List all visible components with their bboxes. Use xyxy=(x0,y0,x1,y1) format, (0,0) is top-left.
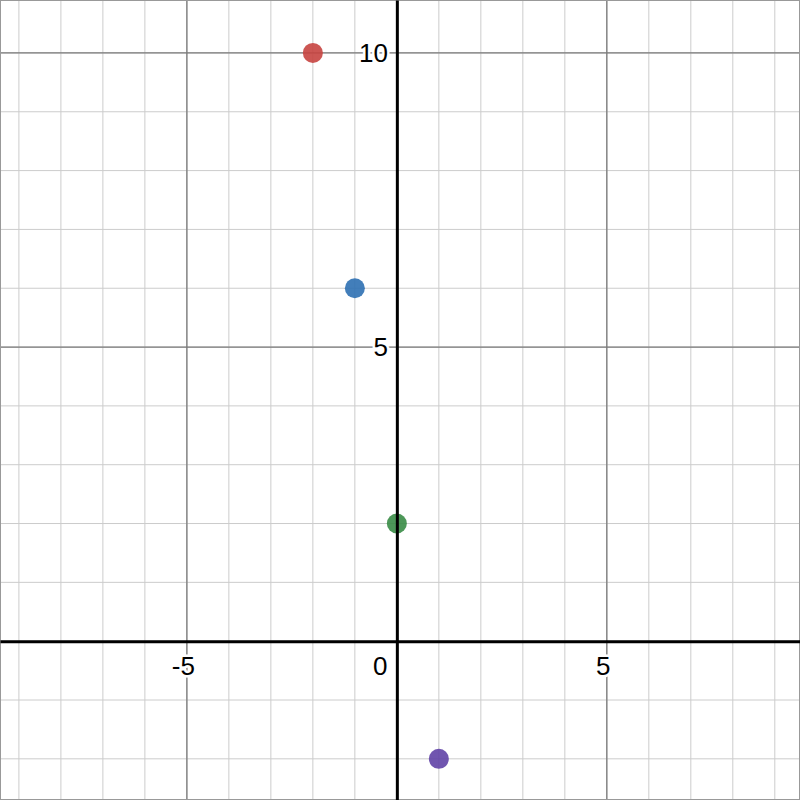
minor-grid-line xyxy=(0,347,800,348)
minor-grid-line xyxy=(0,288,800,289)
y-tick-label: 10 xyxy=(359,38,388,68)
x-tick: 5 xyxy=(596,641,610,680)
point xyxy=(429,749,449,769)
minor-grid-line xyxy=(648,0,649,800)
minor-grid-line xyxy=(0,170,800,171)
y-axis-line xyxy=(396,1,399,800)
x-tick-label: 5 xyxy=(596,651,610,681)
plot-frame xyxy=(1,1,800,800)
minor-grid-line xyxy=(480,0,481,800)
grid-line xyxy=(0,52,800,53)
x-axis: -5 0 5 xyxy=(1,641,800,680)
grid xyxy=(0,0,800,800)
y-tick: 5 xyxy=(373,332,396,362)
point xyxy=(303,43,323,63)
minor-grid-line xyxy=(0,464,800,465)
minor-grid-line xyxy=(354,0,355,800)
x-tick: -5 xyxy=(172,641,195,680)
minor-grid-line xyxy=(0,582,800,583)
minor-grid-line xyxy=(522,0,523,800)
x-tick-label: 0 xyxy=(373,651,387,681)
grid-line xyxy=(396,0,397,800)
minor-grid-line xyxy=(0,700,800,701)
minor-grid-line xyxy=(0,758,800,759)
minor-grid-line xyxy=(0,405,800,406)
chart: -5 0 5 5 10 xyxy=(0,0,800,800)
y-tick-label: 5 xyxy=(373,332,387,362)
minor-grid-line xyxy=(690,0,691,800)
minor-grid-line xyxy=(0,52,800,53)
minor-grid-line xyxy=(18,0,19,800)
x-tick-label: -5 xyxy=(172,651,195,681)
minor-grid-line xyxy=(102,0,103,800)
points xyxy=(303,43,449,769)
y-axis: 5 10 xyxy=(359,1,397,800)
minor-grid-line xyxy=(438,0,439,800)
minor-grid-line xyxy=(0,111,800,112)
minor-grid-line xyxy=(270,0,271,800)
minor-grid-line xyxy=(60,0,61,800)
y-tick: 10 xyxy=(359,38,397,68)
minor-grid-line xyxy=(0,229,800,230)
x-axis-line xyxy=(1,640,800,643)
minor-grid-line xyxy=(312,0,313,800)
x-tick: 0 xyxy=(373,641,397,680)
minor-grid-line xyxy=(774,0,775,800)
minor-grid-line xyxy=(732,0,733,800)
minor-grid-line xyxy=(396,0,397,800)
minor-grid-line xyxy=(144,0,145,800)
grid-line xyxy=(0,346,800,347)
minor-grid-line xyxy=(228,0,229,800)
minor-grid-line xyxy=(0,641,800,642)
point xyxy=(345,278,365,298)
minor-grid-line xyxy=(564,0,565,800)
